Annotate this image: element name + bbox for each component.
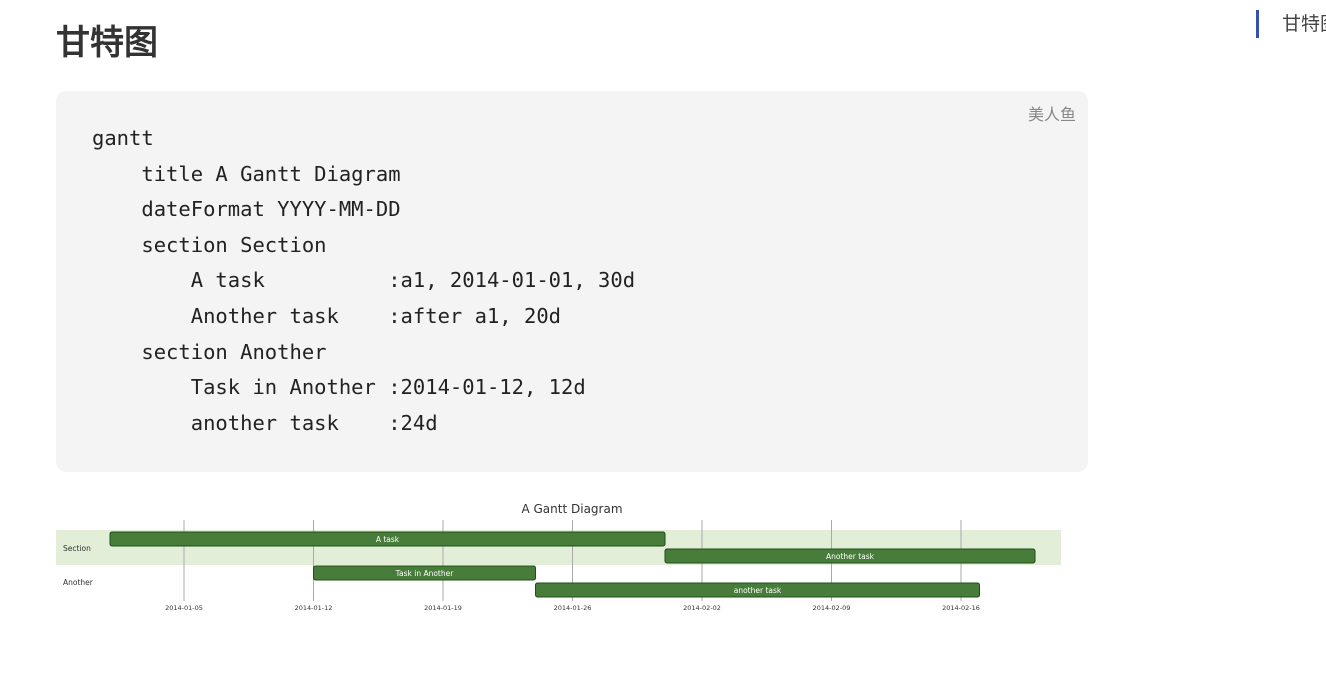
section-label: Section [63,544,91,553]
x-tick-label: 2014-01-26 [554,604,592,612]
code-line: section Section [92,232,327,257]
code-line: section Another [92,339,327,364]
x-tick-label: 2014-02-16 [942,604,980,612]
task-bar [664,548,1036,564]
x-tick-label: 2014-02-09 [813,604,851,612]
section-label: Another [63,578,94,587]
task-label: another task [734,586,782,595]
gantt-chart: 2014-01-05 2014-01-12 2014-01-19 2014-01-26… [56,498,1066,620]
task-label: Task in Another [395,569,455,578]
code-line: dateFormat YYYY-MM-DD [92,197,401,222]
code-line: gantt [92,126,154,150]
table-of-contents: 甘特图 [1256,10,1326,38]
x-tick-label: 2014-01-12 [295,604,333,612]
x-tick-label: 2014-01-05 [165,604,203,612]
code-line: Another task :after a1, 20d [92,303,561,328]
code-line: title A Gantt Diagram [92,161,401,186]
code-line: Task in Another :2014-01-12, 12d [92,375,586,400]
task-bar [109,531,666,547]
toc-item-gantt[interactable]: 甘特图 [1282,13,1326,35]
gantt-chart-svg: 2014-01-05 2014-01-12 2014-01-19 2014-01-26… [56,502,1061,612]
code-line: A task :a1, 2014-01-01, 30d [92,268,636,293]
x-tick-label: 2014-02-02 [683,604,721,612]
code-block: 美人鱼 gantt title A Gantt Diagram dateForm… [56,91,1088,472]
task-label: Another task [826,552,875,561]
task-bar [535,582,980,598]
code-content: gantt title A Gantt Diagram dateFormat Y… [92,121,635,441]
chart-title: A Gantt Diagram [521,502,622,516]
code-line: another task :24d [92,410,438,435]
task-bar [313,565,536,581]
page-title: 甘特图 [56,23,158,63]
x-tick-label: 2014-01-19 [424,604,462,612]
code-language-label: 美人鱼 [1027,105,1076,124]
task-label: A task [376,535,400,544]
